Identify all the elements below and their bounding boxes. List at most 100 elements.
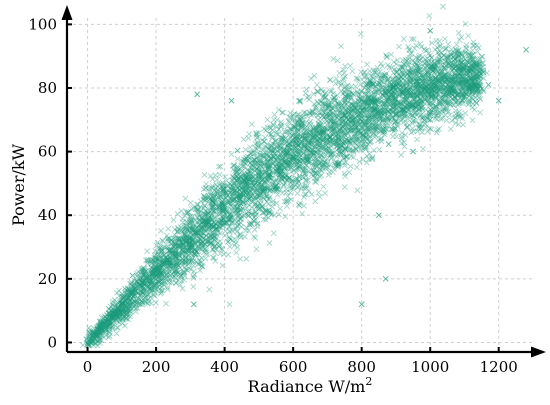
data-point-1603: [211, 223, 218, 230]
data-point-1714: [243, 175, 250, 181]
data-point-462: [341, 70, 348, 76]
data-point-1554: [476, 69, 483, 76]
data-point-1588: [268, 155, 275, 161]
data-point-124: [474, 87, 481, 94]
data-point-4601: [282, 213, 289, 220]
data-point-1592: [188, 248, 195, 255]
data-point-905: [277, 141, 284, 148]
data-point-983: [117, 309, 124, 315]
data-point-971: [463, 80, 470, 87]
data-point-1682: [324, 155, 331, 162]
data-point-4602: [306, 93, 312, 100]
data-point-1012: [404, 123, 411, 130]
data-point-701: [203, 232, 210, 239]
data-point-1291: [391, 115, 397, 122]
data-point-1542: [208, 203, 215, 210]
data-point-1711: [292, 121, 299, 127]
data-point-927: [136, 300, 143, 307]
data-point-220: [318, 172, 325, 179]
data-point-811: [183, 247, 190, 254]
data-point-1002: [309, 126, 316, 133]
data-point-623: [194, 237, 201, 243]
data-point-180: [468, 77, 475, 84]
data-point-347: [114, 313, 121, 320]
data-point-1202: [98, 318, 104, 325]
data-point-673: [283, 128, 289, 135]
data-point-1039: [453, 63, 460, 70]
data-point-702: [449, 60, 456, 67]
data-point-388: [475, 44, 482, 51]
data-point-1495: [164, 274, 171, 280]
data-point-894: [279, 155, 286, 162]
data-point-661: [236, 202, 243, 209]
data-point-671: [114, 324, 120, 331]
data-point-244: [436, 86, 443, 93]
data-point-95: [209, 193, 215, 199]
data-point-1602: [425, 100, 432, 107]
data-point-1547: [367, 109, 374, 116]
data-point-151: [139, 288, 145, 295]
data-point-863: [106, 323, 113, 329]
data-point-818: [202, 228, 209, 234]
data-point-480: [418, 111, 425, 118]
data-point-779: [474, 71, 481, 78]
data-point-509: [345, 94, 351, 100]
data-point-333: [422, 64, 429, 71]
data-point-696: [312, 135, 319, 142]
data-point-1730: [342, 129, 348, 136]
data-point-979: [480, 88, 487, 95]
data-point-559: [354, 124, 361, 130]
data-point-112: [182, 222, 189, 229]
data-point-748: [469, 75, 476, 82]
data-point-2459: [469, 117, 476, 124]
data-point-537: [179, 241, 186, 248]
data-point-178: [202, 218, 209, 225]
data-point-117: [472, 70, 479, 76]
data-point-1694: [152, 289, 159, 296]
data-point-1817: [413, 92, 420, 99]
data-point-1521: [437, 95, 444, 102]
data-point-893: [344, 153, 351, 160]
data-point-1419: [151, 270, 158, 277]
data-point-323: [466, 97, 473, 104]
data-point-351: [173, 263, 180, 269]
data-point-1441: [442, 90, 449, 97]
data-point-1460: [277, 147, 284, 153]
data-point-1362: [245, 212, 252, 219]
data-point-69: [473, 71, 480, 78]
data-point-1548: [298, 138, 305, 145]
data-point-127: [271, 212, 278, 218]
data-point-683: [472, 87, 479, 94]
data-point-980: [459, 64, 465, 71]
data-point-2037: [420, 145, 426, 152]
data-point-1165: [439, 108, 446, 115]
data-point-82: [246, 202, 252, 209]
data-point-1044: [305, 124, 311, 131]
data-point-303: [150, 257, 156, 264]
data-point-806: [220, 222, 227, 229]
data-point-942: [219, 198, 226, 205]
data-point-188: [455, 111, 462, 118]
data-point-1357: [252, 200, 259, 207]
data-point-1095: [245, 212, 252, 219]
data-point-1726: [290, 136, 297, 143]
data-point-263: [456, 108, 463, 115]
data-point-934: [438, 83, 445, 90]
data-point-1594: [400, 110, 407, 117]
data-point-287: [402, 132, 409, 138]
data-point-431: [474, 83, 480, 90]
data-point-1564: [469, 88, 476, 94]
data-point-163: [219, 246, 226, 253]
data-point-1768: [315, 100, 322, 106]
data-point-3: [199, 219, 206, 226]
data-point-892: [409, 70, 416, 76]
data-point-1512: [120, 305, 127, 312]
data-point-1193: [460, 64, 467, 71]
data-point-59: [179, 228, 186, 235]
data-point-1763: [286, 144, 293, 151]
data-point-4361: [440, 52, 447, 59]
data-point-1821: [176, 229, 183, 235]
data-point-836: [350, 102, 357, 109]
data-point-866: [261, 184, 268, 191]
data-point-27: [188, 248, 195, 255]
